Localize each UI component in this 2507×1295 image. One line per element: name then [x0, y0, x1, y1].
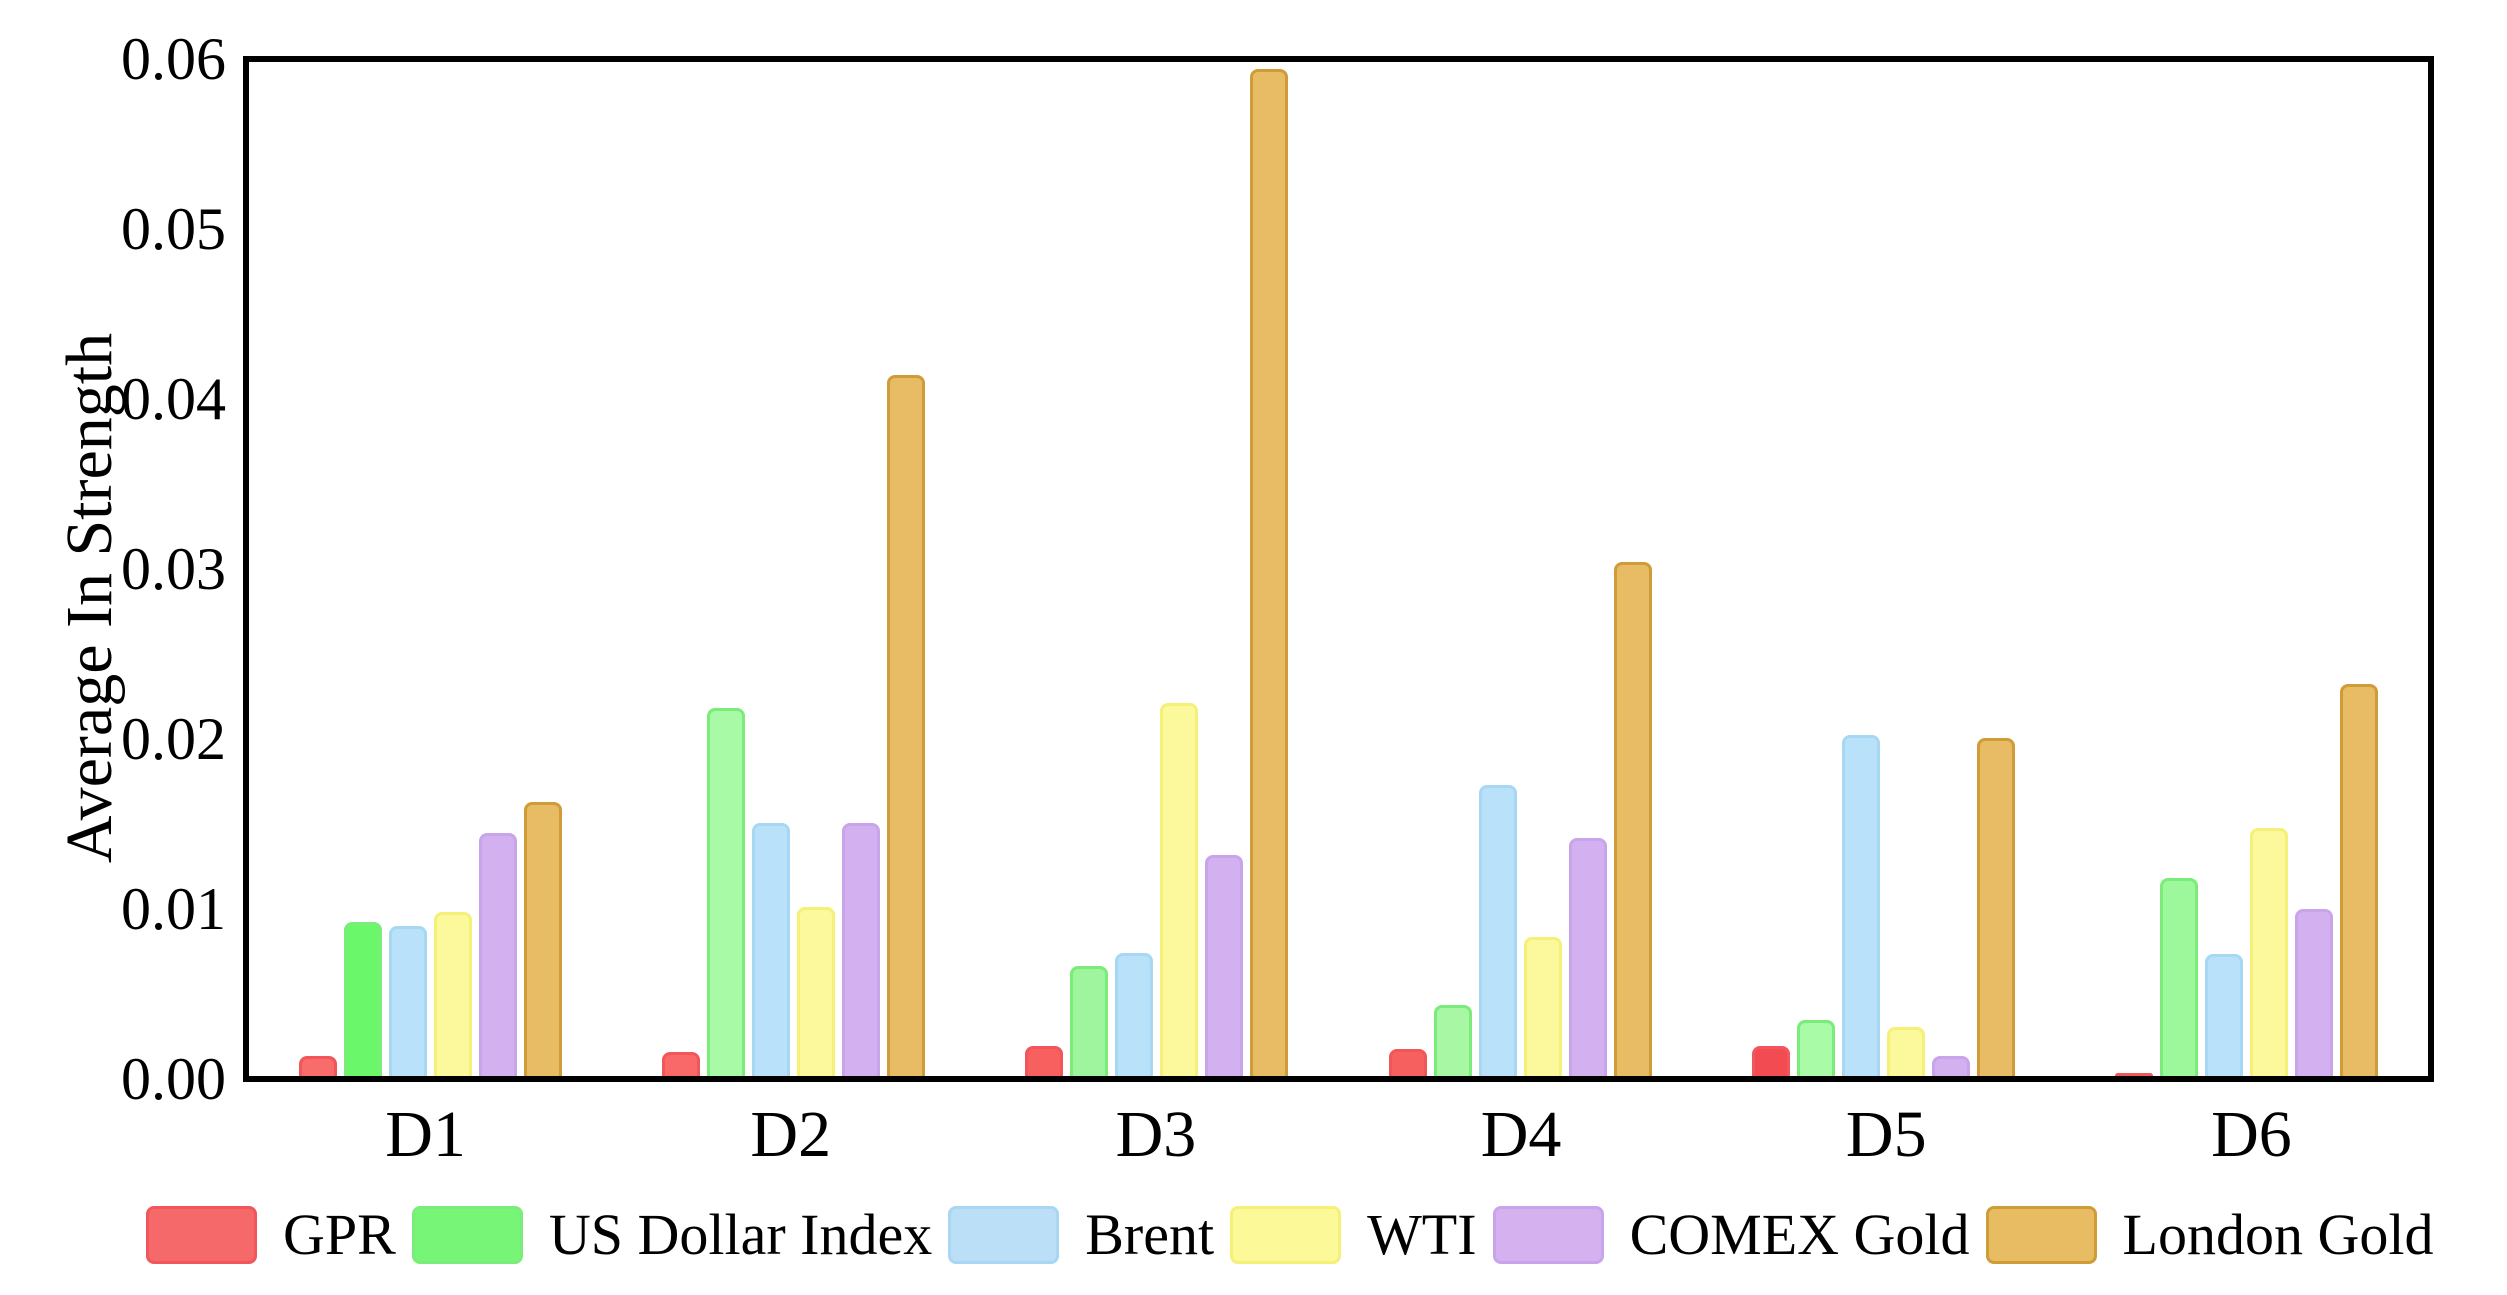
x-tick-label-d2: D2 — [750, 1098, 832, 1171]
bar-wti-d6 — [2249, 827, 2288, 1076]
bar-london-gold-d1 — [524, 802, 563, 1076]
bar-wti-d5 — [1886, 1027, 1925, 1076]
legend-swatch-london-gold — [1985, 1206, 2097, 1264]
legend-swatch-wti — [1230, 1206, 1342, 1264]
legend-item-wti: WTI — [1230, 1206, 1477, 1264]
x-tick-label-d1: D1 — [385, 1098, 466, 1171]
bar-comex-gold-d6 — [2294, 908, 2333, 1076]
x-tick-label-d3: D3 — [1115, 1098, 1197, 1171]
legend-label: Brent — [1085, 1202, 1215, 1267]
y-tick-label: 0.02 — [121, 706, 226, 772]
bar-gpr-d2 — [662, 1052, 701, 1076]
bar-brent-d3 — [1115, 952, 1154, 1076]
y-tick-label: 0.00 — [121, 1046, 226, 1112]
x-tick-label-d4: D4 — [1480, 1098, 1562, 1171]
bar-london-gold-d2 — [887, 374, 926, 1076]
bar-gpr-d6 — [2114, 1072, 2153, 1076]
bar-london-gold-d6 — [2339, 683, 2378, 1076]
bar-group-d3 — [975, 62, 1338, 1076]
y-tick-label: 0.05 — [121, 196, 226, 262]
y-tick-label: 0.04 — [121, 366, 226, 432]
bar-comex-gold-d4 — [1568, 837, 1607, 1076]
bar-comex-gold-d2 — [842, 822, 881, 1076]
y-tick-label: 0.01 — [121, 876, 226, 942]
bar-brent-d4 — [1478, 785, 1517, 1076]
legend-item-us-dollar-index: US Dollar Index — [411, 1202, 933, 1267]
bar-group-d1 — [249, 62, 612, 1076]
legend-item-gpr: GPR — [146, 1206, 396, 1264]
legend-item-london-gold: London Gold — [1985, 1202, 2434, 1267]
bar-gpr-d1 — [299, 1055, 338, 1076]
bar-group-d4 — [1339, 62, 1702, 1076]
legend-item-brent: Brent — [948, 1206, 1214, 1264]
legend-label: COMEX Gold — [1629, 1202, 1970, 1267]
legend-label: WTI — [1367, 1202, 1477, 1267]
legend-label: London Gold — [2122, 1202, 2434, 1267]
y-axis-ticks: 0.00 0.01 0.02 0.03 0.04 0.05 0.06 — [0, 0, 226, 1295]
legend-swatch-gpr — [146, 1206, 257, 1264]
legend-item-comex-gold: COMEX Gold — [1492, 1202, 1970, 1267]
bar-brent-d6 — [2204, 954, 2243, 1076]
y-tick-label: 0.03 — [121, 536, 226, 602]
bar-wti-d4 — [1523, 937, 1562, 1076]
bar-london-gold-d3 — [1250, 68, 1289, 1076]
bar-us-dollar-index-d5 — [1796, 1020, 1835, 1076]
bar-comex-gold-d1 — [479, 832, 518, 1076]
bar-gpr-d4 — [1388, 1048, 1427, 1076]
y-tick-label: 0.06 — [121, 26, 226, 92]
x-tick-label-d6: D6 — [2211, 1098, 2292, 1171]
bar-wti-d2 — [797, 907, 836, 1076]
bar-us-dollar-index-d4 — [1433, 1005, 1472, 1076]
legend-swatch-brent — [948, 1206, 1060, 1264]
bar-group-d6 — [2065, 62, 2428, 1076]
bar-wti-d1 — [434, 912, 473, 1076]
legend-swatch-comex-gold — [1492, 1206, 1604, 1264]
bar-brent-d5 — [1841, 734, 1880, 1076]
bar-gpr-d3 — [1025, 1045, 1064, 1076]
bar-comex-gold-d5 — [1931, 1055, 1970, 1076]
bar-group-d2 — [612, 62, 975, 1076]
bar-us-dollar-index-d3 — [1070, 966, 1109, 1076]
legend-label: GPR — [283, 1202, 396, 1267]
bar-london-gold-d5 — [1976, 738, 2015, 1076]
bar-brent-d2 — [752, 822, 791, 1076]
plot-area — [243, 56, 2434, 1082]
bar-brent-d1 — [389, 925, 428, 1076]
bar-groups — [249, 62, 2428, 1076]
bar-london-gold-d4 — [1613, 562, 1652, 1076]
legend-label: US Dollar Index — [548, 1202, 933, 1267]
bar-us-dollar-index-d1 — [344, 922, 383, 1076]
legend: GPR US Dollar Index Brent WTI COMEX Gold Lond… — [146, 1206, 2433, 1264]
bar-wti-d3 — [1160, 702, 1199, 1076]
bar-us-dollar-index-d2 — [707, 707, 746, 1076]
bar-gpr-d5 — [1751, 1045, 1790, 1076]
x-tick-label-d5: D5 — [1845, 1098, 1927, 1171]
legend-swatch-us-dollar-index — [411, 1206, 523, 1264]
bar-comex-gold-d3 — [1205, 854, 1244, 1076]
bar-group-d5 — [1702, 62, 2065, 1076]
bar-us-dollar-index-d6 — [2159, 878, 2198, 1076]
